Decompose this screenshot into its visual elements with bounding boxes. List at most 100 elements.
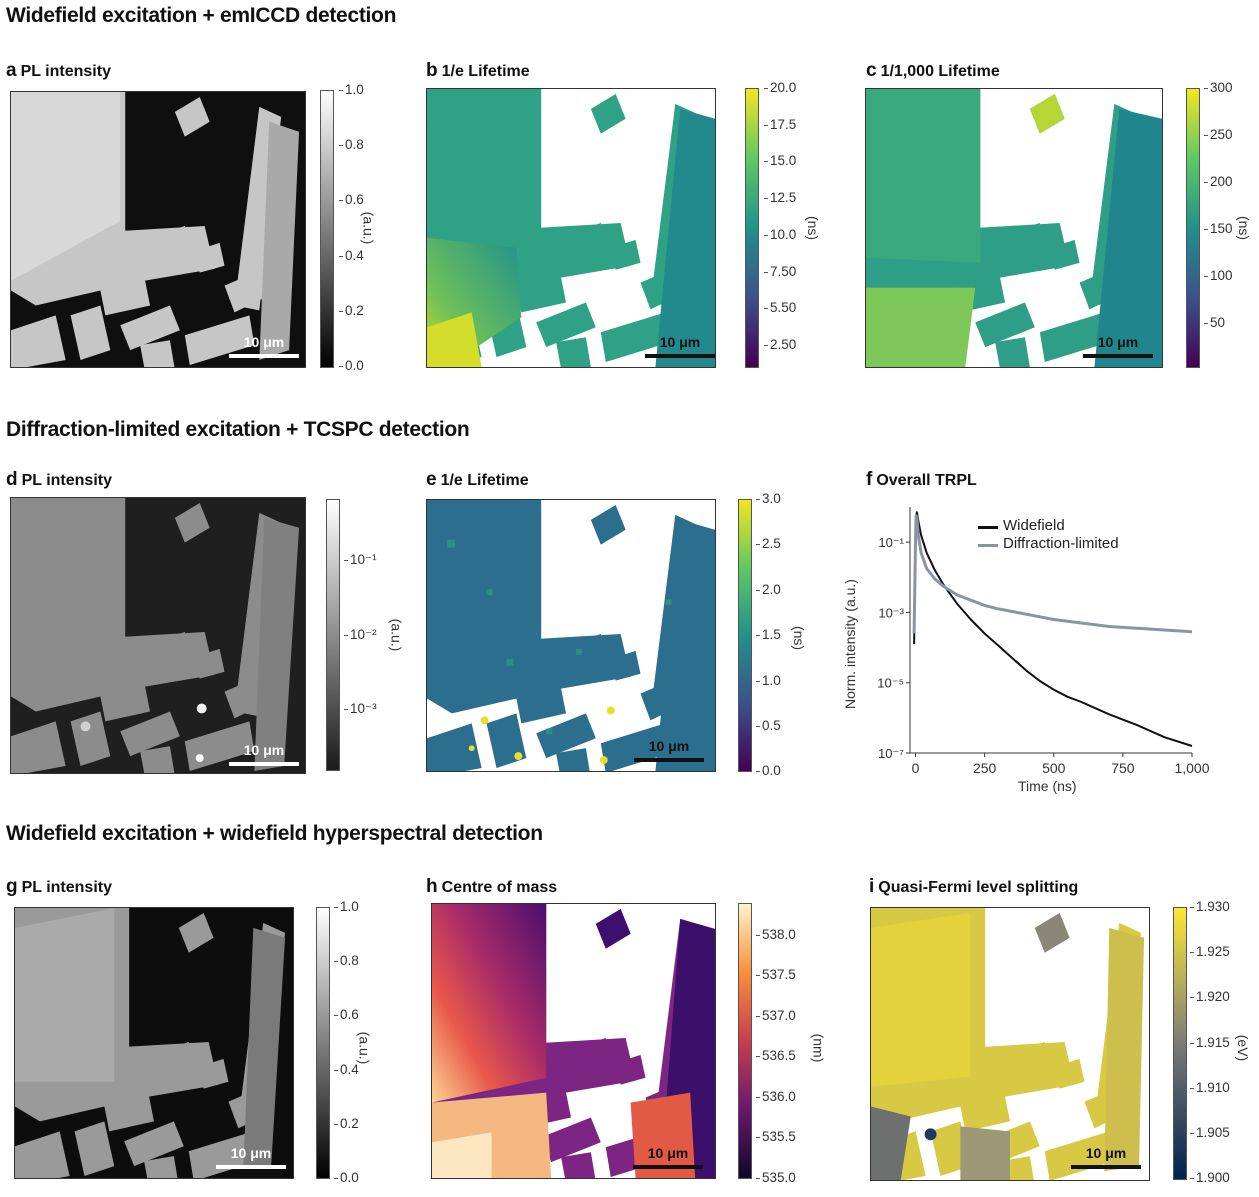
panel-e-scalebar	[634, 758, 704, 762]
panel-h-scalebar	[633, 1165, 703, 1169]
section-title-diffraction-tcspc: Diffraction-limited excitation + TCSPC d…	[6, 418, 470, 441]
panel-c-tick: 300	[1204, 80, 1233, 95]
panel-d-tick: 10⁻¹	[344, 552, 377, 567]
legend-label-widefield: Widefield	[1003, 517, 1065, 534]
panel-h-tick: 535.5	[756, 1129, 796, 1144]
chart-ticks: 0 250 500 750 1,000 10⁻¹ 10⁻³ 10⁻⁵ 10⁻⁷	[877, 535, 1209, 776]
panel-g-colorbar	[316, 907, 330, 1179]
panel-b-tick: 5.50	[763, 300, 797, 315]
panel-c-scale-text: 10 μm	[1097, 334, 1139, 350]
panel-g-scale-text: 10 μm	[230, 1145, 272, 1161]
panel-b-tick: 20.0	[763, 80, 797, 95]
chart-xlabel: Time (ns)	[1018, 778, 1077, 794]
panel-g-tick: 0.4	[334, 1062, 359, 1077]
panel-f-label: f Overall TRPL	[866, 469, 977, 490]
panel-b-tick: 12.5	[763, 190, 797, 205]
trpl-chart: 0 250 500 750 1,000 10⁻¹ 10⁻³ 10⁻⁵ 10⁻⁷	[877, 507, 1210, 776]
chart-ylabel: Norm. intensity (a.u.)	[842, 579, 858, 709]
panel-i-unit: (eV)	[1235, 1034, 1252, 1062]
panel-c-image	[865, 88, 1163, 368]
panel-b-unit: (ns)	[805, 215, 822, 241]
panel-b-tick: 15.0	[763, 153, 797, 168]
panel-h-unit: (nm)	[810, 1033, 827, 1063]
panel-b-scale-text: 10 μm	[659, 334, 701, 350]
panel-i-colorbar	[1173, 907, 1187, 1180]
chart-y-tick-label: 10⁻⁷	[878, 746, 904, 761]
chart-x-tick-label: 500	[1042, 760, 1066, 776]
panel-e-tick: 0.0	[756, 763, 781, 778]
panel-h-tick: 536.5	[756, 1048, 796, 1063]
panel-e-tick: 3.0	[756, 491, 781, 506]
panel-b-tick: 17.5	[763, 117, 797, 132]
chart-x-tick-label: 1,000	[1174, 760, 1209, 776]
panel-i-scale-text: 10 μm	[1085, 1145, 1127, 1161]
panel-c-unit: (ns)	[1236, 215, 1253, 241]
panel-a-tick: 1.0	[339, 82, 364, 97]
panel-a-scale-text: 10 μm	[243, 334, 285, 350]
panel-i-scalebar	[1071, 1165, 1141, 1169]
chart-axes	[909, 507, 1192, 754]
panel-d-colorbar	[326, 499, 340, 771]
panel-i-tick: 1.905	[1190, 1125, 1230, 1140]
panel-h-label: h Centre of mass	[426, 876, 558, 897]
panel-b-scalebar	[645, 354, 715, 358]
panel-h-tick: 536.0	[756, 1089, 796, 1104]
panel-i-tick: 1.930	[1190, 899, 1230, 914]
panel-e-scale-text: 10 μm	[648, 738, 690, 754]
panel-d-tick: 10⁻²	[344, 627, 377, 642]
panel-i-image	[870, 907, 1150, 1181]
panel-a-tick: 0.8	[339, 137, 364, 152]
panel-a-scalebar	[229, 354, 299, 358]
legend-label-diffraction-limited: Diffraction-limited	[1003, 535, 1119, 552]
panel-h-tick: 537.5	[756, 967, 796, 982]
panel-g-tick: 0.2	[334, 1116, 359, 1131]
legend-line-diffraction-limited	[978, 544, 998, 547]
section-title-widefield-emiccd: Widefield excitation + emICCD detection	[6, 4, 397, 27]
panel-d-scalebar	[229, 762, 299, 766]
panel-g-label: g PL intensity	[6, 876, 112, 897]
panel-d-unit: (a.u.)	[388, 618, 405, 652]
panel-b-colorbar	[745, 88, 759, 368]
panel-b-label: b 1/e Lifetime	[426, 60, 530, 81]
panel-c-colorbar	[1186, 88, 1200, 368]
chart-y-tick-label: 10⁻³	[878, 605, 904, 620]
panel-e-image	[426, 499, 716, 772]
chart-series	[912, 511, 1193, 747]
panel-h-image	[431, 903, 716, 1179]
panel-c-scalebar	[1083, 354, 1153, 358]
panel-i-label: i Quasi-Fermi level splitting	[869, 876, 1079, 897]
panel-c-tick: 150	[1204, 221, 1233, 236]
panel-i-tick: 1.910	[1190, 1080, 1230, 1095]
panel-a-colorbar	[320, 90, 334, 368]
panel-h-scale-text: 10 μm	[647, 1145, 689, 1161]
panel-e-label: e 1/e Lifetime	[426, 469, 529, 490]
chart-y-tick-label: 10⁻¹	[878, 535, 904, 550]
panel-h-tick: 538.0	[756, 927, 796, 942]
panel-h-colorbar	[738, 903, 752, 1179]
section-title-widefield-hyperspectral: Widefield excitation + widefield hypersp…	[6, 822, 543, 845]
panel-b-image	[426, 88, 716, 368]
panel-e-colorbar	[738, 499, 752, 772]
panel-i-tick: 1.900	[1190, 1170, 1230, 1185]
panel-a-image	[10, 91, 306, 368]
panel-h-tick: 537.0	[756, 1008, 796, 1023]
panel-i-tick: 1.925	[1190, 944, 1230, 959]
panel-a-tick: 0.6	[339, 192, 364, 207]
panel-b-tick: 10.0	[763, 227, 797, 242]
panel-g-tick: 0.6	[334, 1007, 359, 1022]
panel-d-scale-text: 10 μm	[243, 742, 285, 758]
panel-c-tick: 200	[1204, 174, 1233, 189]
panel-b-tick: 2.50	[763, 337, 797, 352]
panel-e-tick: 0.5	[756, 718, 781, 733]
panel-d-tick: 10⁻³	[344, 701, 377, 716]
panel-e-tick: 1.5	[756, 627, 781, 642]
panel-i-tick: 1.915	[1190, 1035, 1230, 1050]
panel-a-unit: (a.u.)	[360, 211, 377, 245]
panel-c-tick: 50	[1203, 315, 1226, 330]
panel-e-unit: (ns)	[791, 625, 808, 651]
panel-a-tick: 0.2	[339, 303, 364, 318]
chart-x-tick-label: 0	[912, 760, 920, 776]
panel-g-tick: 0.0	[334, 1170, 359, 1185]
legend-line-widefield	[978, 526, 998, 529]
panel-d-label: d PL intensity	[6, 469, 112, 490]
